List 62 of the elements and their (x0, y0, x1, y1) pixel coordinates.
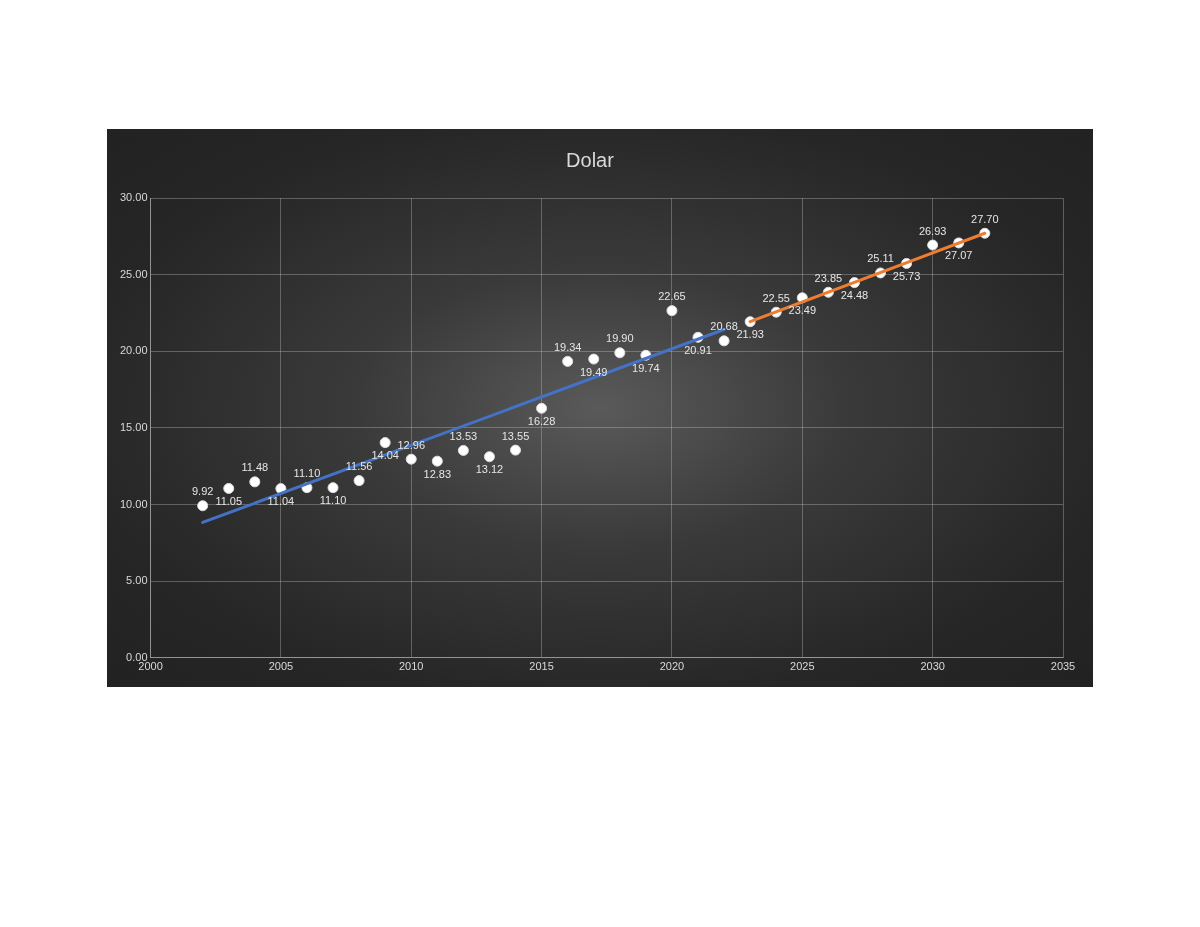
data-label: 13.55 (501, 429, 530, 442)
point (666, 305, 678, 317)
point (223, 482, 235, 494)
data-label: 19.90 (606, 332, 634, 345)
point (927, 239, 939, 251)
data-label: 12.83 (423, 467, 452, 480)
point (353, 475, 365, 487)
data-label: 25.11 (867, 252, 894, 265)
point (327, 482, 339, 494)
data-label: 27.70 (971, 212, 999, 225)
data-label: 26.93 (918, 224, 947, 237)
point (510, 444, 522, 456)
data-label: 20.68 (710, 320, 738, 333)
data-label: 11.10 (293, 467, 321, 480)
data-label: 22.65 (658, 290, 686, 303)
data-label: 11.10 (319, 494, 347, 507)
x-tick-label: 2015 (529, 660, 554, 673)
x-tick-label: 2025 (790, 660, 815, 673)
data-label: 21.93 (736, 328, 764, 341)
y-tick-label: 5.00 (126, 574, 148, 587)
data-label: 9.92 (191, 485, 214, 498)
data-label: 22.55 (762, 291, 790, 304)
point (197, 500, 209, 512)
data-label: 24.48 (840, 289, 869, 302)
x-tick-label: 2030 (920, 660, 945, 673)
data-label: 11.48 (241, 461, 269, 474)
data-label: 16.28 (527, 414, 556, 427)
x-tick-label: 2035 (1050, 660, 1076, 673)
point (536, 402, 548, 414)
data-label: 25.73 (892, 269, 921, 282)
data-label: 11.04 (267, 495, 295, 508)
x-tick-label: 2000 (138, 660, 163, 673)
y-tick-label: 30.00 (120, 191, 148, 204)
point (379, 437, 391, 449)
y-tick-label: 10.00 (120, 497, 148, 510)
point (483, 451, 495, 463)
data-label: 13.12 (475, 463, 504, 476)
point (718, 335, 730, 347)
x-tick-label: 2010 (398, 660, 424, 673)
chart-title: Dolar (566, 148, 615, 171)
data-label: 19.49 (579, 365, 608, 378)
data-label: 20.91 (684, 343, 712, 356)
point (457, 444, 469, 456)
data-label: 23.49 (788, 304, 817, 317)
point (249, 476, 261, 488)
point (405, 453, 417, 465)
point (562, 355, 574, 367)
data-label: 23.85 (814, 271, 843, 284)
data-label: 19.34 (553, 340, 582, 353)
data-label: 27.07 (944, 249, 973, 262)
y-tick-label: 15.00 (120, 420, 148, 433)
x-tick-label: 2020 (659, 660, 685, 673)
y-tick-label: 0.00 (126, 650, 148, 663)
data-label: 19.74 (632, 361, 660, 374)
x-tick-label: 2005 (268, 660, 294, 673)
data-label: 11.05 (215, 494, 243, 507)
y-tick-label: 20.00 (120, 344, 148, 357)
data-label: 13.53 (449, 429, 478, 442)
y-tick-label: 25.00 (120, 267, 148, 280)
point (614, 347, 626, 359)
point (588, 353, 600, 365)
point (431, 455, 443, 467)
